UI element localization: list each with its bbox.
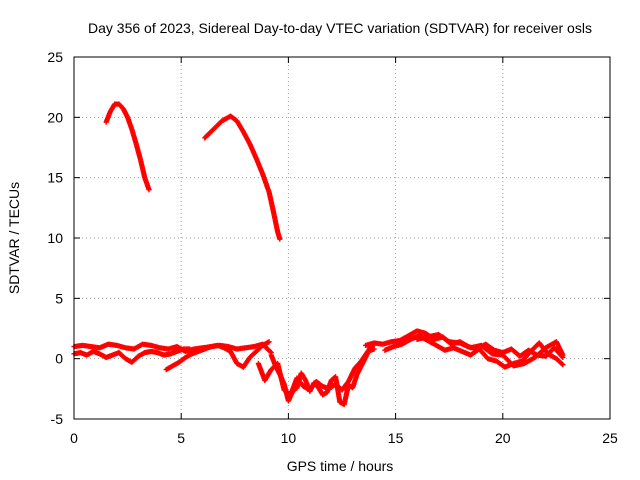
data-point — [560, 362, 566, 368]
points-layer — [71, 101, 566, 408]
data-point — [371, 346, 377, 352]
x-tick-label: 5 — [177, 430, 185, 446]
y-tick-label: 5 — [55, 290, 63, 306]
data-point — [187, 346, 193, 352]
y-tick-label: 10 — [47, 230, 63, 246]
x-tick-label: 20 — [495, 430, 511, 446]
data-point — [277, 236, 283, 242]
trace-marker — [267, 349, 273, 355]
x-tick-label: 10 — [281, 430, 297, 446]
y-tick-label: 25 — [47, 49, 63, 65]
y-tick-label: 0 — [55, 351, 63, 367]
y-tick-label: 15 — [47, 170, 63, 186]
ticks-layer: 0 5 10 15 20 25 -5 0 5 10 15 20 25 — [47, 49, 618, 446]
y-tick-label: 20 — [47, 109, 63, 125]
x-tick-label: 0 — [70, 430, 78, 446]
x-tick-label: 15 — [388, 430, 404, 446]
data-point — [560, 352, 566, 358]
y-tick-label: -5 — [51, 411, 64, 427]
chart-title: Day 356 of 2023, Sidereal Day-to-day VTE… — [88, 20, 592, 36]
y-axis-label: SDTVAR / TECUs — [6, 182, 22, 294]
trace-marker — [559, 361, 565, 367]
x-tick-label: 25 — [602, 430, 618, 446]
plot-frame — [73, 56, 611, 420]
data-point — [266, 339, 272, 345]
data-point — [146, 187, 152, 193]
x-axis-label: GPS time / hours — [287, 458, 394, 474]
grid-layer — [74, 57, 610, 419]
